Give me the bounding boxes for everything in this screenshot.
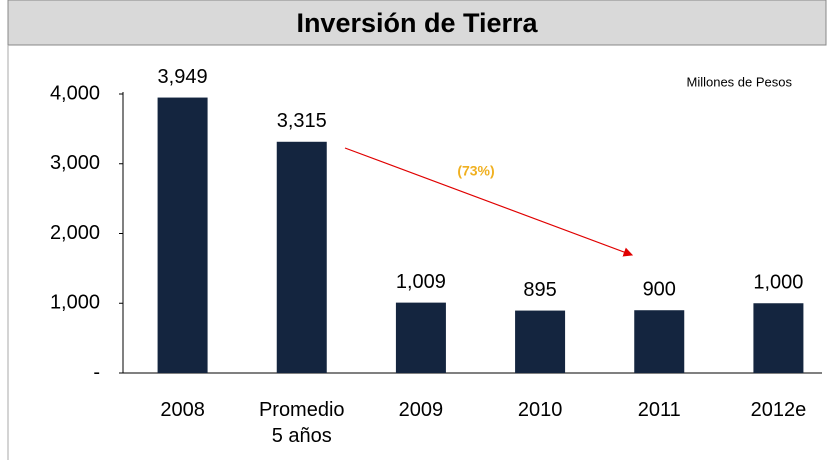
x-tick-label: 2010: [517, 399, 563, 421]
change-note: (73%): [457, 163, 494, 179]
bar: [515, 310, 566, 373]
x-tick-label: 2012e: [750, 399, 807, 421]
x-tick-label: 2009: [398, 399, 444, 421]
data-label: 895: [523, 279, 556, 301]
bar: [753, 303, 804, 373]
chart-title: Inversión de Tierra: [296, 8, 538, 38]
x-tick-label: 2008: [160, 399, 205, 421]
data-label: 1,009: [396, 271, 446, 293]
bar: [157, 97, 208, 373]
trend-arrow: [344, 147, 634, 257]
y-tick-label: 2,000: [50, 222, 100, 244]
bar: [634, 310, 685, 373]
data-label: 3,315: [277, 110, 327, 132]
bar: [276, 141, 327, 373]
y-tick-label: 1,000: [50, 292, 100, 314]
y-tick-label: 3,000: [50, 152, 100, 174]
x-tick-label: 2011: [637, 399, 681, 421]
data-label: 900: [643, 279, 676, 301]
bar: [395, 302, 446, 373]
y-tick-label: -: [93, 361, 100, 383]
title-band: [7, 0, 827, 46]
x-tick-label: Promedio 5 años: [258, 399, 345, 447]
unit-note: Millones de Pesos: [687, 74, 793, 89]
y-tick-label: 4,000: [50, 82, 100, 104]
data-label: 3,949: [158, 66, 208, 88]
data-label: 1,000: [753, 272, 803, 294]
